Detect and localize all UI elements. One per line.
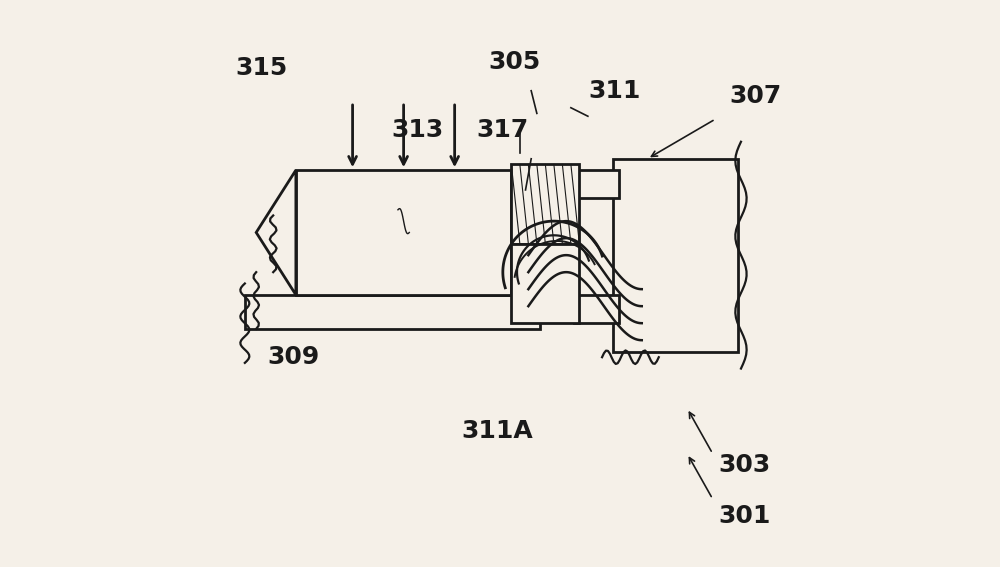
Bar xyxy=(574,295,619,323)
Text: 301: 301 xyxy=(718,504,771,528)
Bar xyxy=(511,164,579,244)
Text: 309: 309 xyxy=(268,345,320,369)
Bar xyxy=(511,244,579,323)
Text: 303: 303 xyxy=(718,453,771,477)
Text: 313: 313 xyxy=(392,119,444,142)
Text: 311A: 311A xyxy=(461,419,533,443)
Bar xyxy=(574,170,619,198)
Polygon shape xyxy=(256,170,296,295)
Text: 315: 315 xyxy=(236,56,288,80)
Text: 317: 317 xyxy=(477,119,529,142)
Text: 311: 311 xyxy=(588,79,640,103)
Bar xyxy=(245,295,540,329)
Bar xyxy=(296,170,511,295)
Text: 305: 305 xyxy=(488,50,540,74)
Bar xyxy=(613,159,738,352)
Text: 307: 307 xyxy=(730,84,782,108)
